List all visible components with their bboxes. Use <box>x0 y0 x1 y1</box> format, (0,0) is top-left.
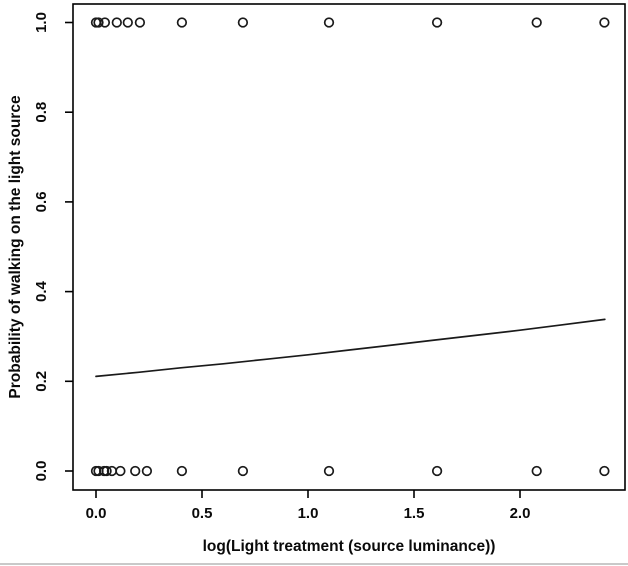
data-point <box>93 17 104 28</box>
figure-bottom-border <box>0 563 628 565</box>
data-point <box>237 17 249 28</box>
x-tick-label: 0.0 <box>86 505 107 522</box>
fit-curve <box>95 318 606 378</box>
data-point <box>431 465 443 477</box>
data-point <box>122 17 133 28</box>
y-tick-label: 0.0 <box>33 461 50 482</box>
data-point <box>111 17 122 28</box>
data-point <box>599 17 610 28</box>
data-point <box>115 465 126 477</box>
data-point <box>176 17 188 28</box>
data-point <box>130 465 141 477</box>
data-point <box>101 465 112 477</box>
data-point <box>323 465 335 477</box>
data-point <box>134 17 146 28</box>
data-point <box>141 465 153 477</box>
data-point <box>176 465 188 477</box>
data-point <box>599 465 610 477</box>
data-point <box>237 465 249 477</box>
y-axis-title: Probability of walking on the light sour… <box>7 95 24 399</box>
y-tick-label: 0.2 <box>33 371 50 392</box>
data-point <box>431 17 443 28</box>
data-point <box>531 465 542 477</box>
x-axis-title: log(Light treatment (source luminance)) <box>202 538 496 555</box>
data-point <box>99 17 111 28</box>
y-tick-label: 0.4 <box>33 281 50 303</box>
x-tick-label: 2.0 <box>510 505 531 522</box>
x-tick-label: 1.5 <box>404 505 425 522</box>
data-point <box>531 17 542 28</box>
plot-box <box>72 3 626 491</box>
x-tick-label: 0.5 <box>192 505 213 522</box>
x-tick-label: 1.0 <box>298 505 319 522</box>
y-tick-label: 1.0 <box>33 12 50 33</box>
y-tick-label: 0.8 <box>33 102 50 123</box>
data-point <box>323 17 335 28</box>
y-tick-label: 0.6 <box>33 191 50 212</box>
